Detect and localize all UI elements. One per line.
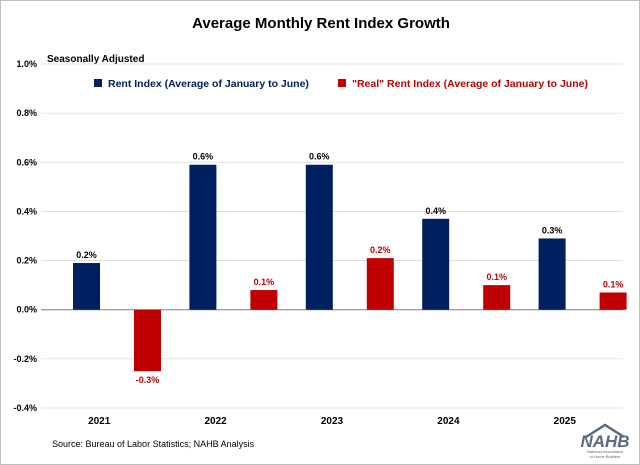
x-category-label: 2023 [321, 416, 344, 427]
y-tick-label: 0.0% [16, 305, 37, 315]
nahb-logo: NAHB National Association of Home Builde… [580, 423, 630, 459]
x-category-label: 2025 [554, 416, 577, 427]
x-axis-categories: 2021 2022 2023 2024 2025 [88, 416, 576, 427]
logo-line-1: National Association [587, 449, 623, 454]
legend-label-rent-index: Rent Index (Average of January to June) [108, 78, 309, 90]
legend-swatch-real-rent-index [338, 79, 346, 87]
bar-value-label: 0.3% [542, 225, 563, 235]
bar-rent-index [538, 238, 566, 310]
bar-value-label: 0.1% [254, 277, 275, 287]
y-tick-label: 0.4% [16, 206, 37, 216]
bar-real-rent-index [366, 258, 394, 310]
bar-value-label: -0.3% [136, 375, 160, 385]
y-tick-label: 0.6% [16, 157, 37, 167]
chart-subtitle: Seasonally Adjusted [47, 54, 144, 65]
bar-real-rent-index [250, 290, 278, 310]
bar-real-rent-index [483, 285, 511, 310]
bar-value-label: 0.6% [193, 152, 214, 162]
bar-real-rent-index [134, 309, 161, 372]
source-note: Source: Bureau of Labor Statistics; NAHB… [52, 439, 255, 449]
bar-value-label: 0.2% [370, 245, 391, 255]
bar-rent-index [73, 263, 100, 310]
y-tick-label: 0.2% [16, 256, 37, 266]
y-tick-label: 0.8% [16, 108, 37, 118]
y-tick-label: -0.2% [13, 354, 37, 364]
bar-value-label: 0.1% [603, 280, 624, 290]
x-category-label: 2022 [204, 416, 227, 427]
y-tick-label: 1.0% [16, 59, 37, 69]
bar-value-label: 0.6% [309, 152, 330, 162]
bars [73, 164, 627, 372]
logo-roof-icon [585, 423, 625, 439]
legend-swatch-rent-index [94, 79, 102, 87]
y-axis-ticks: 1.0% 0.8% 0.6% 0.4% 0.2% 0.0% -0.2% -0.4% [13, 59, 37, 413]
legend: Rent Index (Average of January to June) … [94, 78, 588, 90]
chart-title: Average Monthly Rent Index Growth [192, 15, 450, 32]
bar-rent-index [422, 218, 450, 310]
logo-line-2: of Home Builders [590, 454, 621, 459]
x-category-label: 2024 [437, 416, 460, 427]
legend-label-real-rent-index: "Real" Rent Index (Average of January to… [352, 78, 588, 90]
y-tick-label: -0.4% [13, 403, 37, 413]
logo-text: NAHB [580, 432, 629, 451]
x-category-label: 2021 [88, 416, 111, 427]
bar-rent-index [305, 164, 333, 310]
bar-value-label: 0.4% [425, 206, 446, 216]
bar-real-rent-index [599, 292, 627, 310]
bar-value-label: 0.1% [486, 272, 507, 282]
bar-value-label: 0.2% [76, 250, 97, 260]
bar-rent-index [189, 164, 217, 310]
value-labels: 0.2% -0.3% 0.6% 0.1% 0.6% 0.2% 0.4% 0.1% 0.3% 0.1… [76, 152, 623, 385]
